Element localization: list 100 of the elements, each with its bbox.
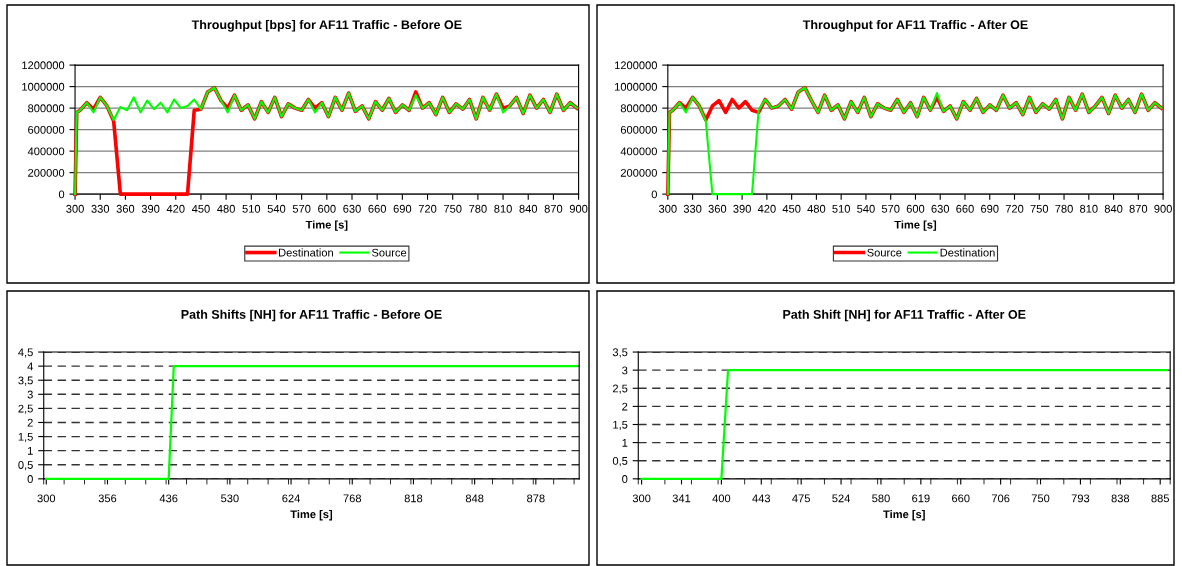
x-tick-label: 341 [672, 494, 691, 503]
y-tick-label: 0,5 [18, 461, 33, 471]
x-tick-label: 300 [37, 494, 56, 503]
x-tick-label: 870 [1129, 204, 1148, 213]
x-tick-label: 475 [792, 494, 810, 503]
x-tick-label: 300 [66, 204, 84, 213]
y-tick-label: 1,5 [613, 420, 628, 430]
y-tick-label: 1 [622, 438, 628, 447]
x-tick-label: 600 [318, 204, 336, 213]
x-tick-label: 810 [1080, 204, 1098, 213]
y-tick-label: 3 [622, 366, 628, 375]
x-tick-label: 390 [733, 204, 751, 213]
x-tick-label: 540 [857, 204, 875, 213]
x-tick-label: 900 [1154, 204, 1172, 213]
x-tick-label: 720 [418, 204, 437, 213]
x-tick-label: 838 [1111, 494, 1130, 503]
chart-title: Throughput [bps] for AF11 Traffic - Before OE [191, 19, 462, 32]
chart-title: Throughput for AF11 Traffic - After OE [802, 19, 1028, 32]
x-tick-label: 570 [881, 204, 900, 213]
x-tick-label: 360 [708, 204, 727, 213]
y-tick-label: 800000 [620, 104, 657, 113]
y-tick-label: 600000 [28, 125, 65, 134]
y-tick-label: 2,5 [18, 404, 33, 414]
legend-label: Destination [940, 248, 995, 257]
y-tick-label: 200000 [28, 168, 65, 177]
x-tick-label: 878 [527, 494, 545, 503]
y-tick-label: 2,5 [612, 384, 628, 394]
legend-label: Source [867, 248, 902, 257]
y-tick-label: 1,5 [18, 432, 33, 443]
y-tick-label: 3,5 [612, 348, 628, 358]
x-tick-label: 660 [956, 204, 974, 213]
x-axis-title: Time [s] [894, 220, 937, 231]
y-tick-label: 0 [27, 475, 33, 483]
x-tick-label: 619 [912, 494, 930, 503]
x-tick-label: 300 [658, 204, 677, 213]
x-tick-label: 840 [1104, 204, 1123, 213]
x-tick-label: 480 [807, 204, 826, 213]
y-tick-label: 0 [651, 190, 657, 199]
x-tick-label: 750 [444, 204, 462, 213]
y-tick-label: 2 [622, 402, 628, 411]
y-tick-label: 3,5 [18, 376, 33, 386]
chart-title: Path Shifts [NH] for AF11 Traffic - Before OE [181, 309, 442, 322]
y-tick-label: 1200000 [22, 61, 65, 70]
x-tick-label: 848 [465, 494, 484, 503]
y-tick-label: 4,5 [18, 348, 33, 358]
x-tick-label: 580 [872, 494, 890, 503]
x-tick-label: 524 [832, 494, 851, 503]
x-tick-label: 780 [469, 204, 487, 213]
y-tick-label: 600000 [620, 125, 657, 134]
x-tick-label: 690 [981, 204, 999, 213]
legend-label: Source [371, 248, 407, 257]
x-tick-label: 624 [282, 494, 300, 503]
x-tick-label: 436 [159, 494, 178, 503]
y-tick-label: 400000 [27, 147, 65, 156]
x-tick-label: 810 [494, 204, 512, 213]
x-tick-label: 690 [393, 204, 412, 213]
x-tick-label: 480 [217, 204, 235, 213]
x-tick-label: 780 [1055, 204, 1073, 213]
x-tick-label: 570 [292, 204, 311, 213]
x-tick-label: 630 [931, 204, 950, 213]
x-tick-label: 600 [906, 204, 925, 213]
chart-title: Path Shift [NH] for AF11 Traffic - After OE [783, 309, 1026, 322]
x-tick-label: 356 [98, 494, 117, 503]
x-tick-label: 330 [683, 204, 702, 213]
y-tick-label: 400000 [620, 147, 657, 156]
x-tick-label: 400 [712, 494, 731, 503]
x-tick-label: 750 [1030, 204, 1049, 213]
legend-label: Destination [279, 248, 333, 257]
y-tick-label: 1 [27, 447, 33, 455]
x-tick-label: 818 [404, 494, 423, 503]
y-tick-label: 200000 [620, 168, 657, 177]
x-tick-label: 300 [632, 494, 651, 503]
x-tick-label: 885 [1151, 494, 1170, 503]
x-tick-label: 443 [752, 494, 771, 503]
x-tick-label: 793 [1071, 494, 1090, 503]
x-tick-label: 420 [166, 204, 185, 213]
x-tick-label: 450 [782, 204, 801, 213]
x-tick-label: 390 [141, 204, 160, 213]
x-tick-label: 630 [343, 204, 361, 213]
x-tick-label: 840 [519, 204, 538, 213]
x-tick-label: 330 [91, 204, 110, 213]
x-tick-label: 510 [242, 204, 261, 213]
x-tick-label: 660 [952, 494, 970, 503]
x-axis-title: Time [s] [305, 220, 348, 231]
x-tick-label: 870 [544, 204, 563, 213]
x-tick-label: 660 [368, 204, 387, 213]
x-tick-label: 540 [267, 204, 286, 213]
x-tick-label: 720 [1005, 204, 1024, 213]
x-tick-label: 450 [191, 204, 210, 213]
y-tick-label: 3 [27, 390, 33, 399]
x-axis-title: Time [s] [883, 510, 925, 521]
y-tick-label: 1200000 [615, 61, 657, 70]
x-tick-label: 768 [343, 494, 362, 503]
x-tick-label: 510 [832, 204, 851, 213]
x-tick-label: 750 [1031, 494, 1050, 503]
y-tick-label: 0,5 [612, 456, 628, 467]
x-tick-label: 360 [116, 204, 135, 213]
x-tick-label: 420 [757, 204, 776, 213]
y-tick-label: 0 [58, 190, 65, 199]
y-tick-label: 1000000 [22, 82, 65, 91]
